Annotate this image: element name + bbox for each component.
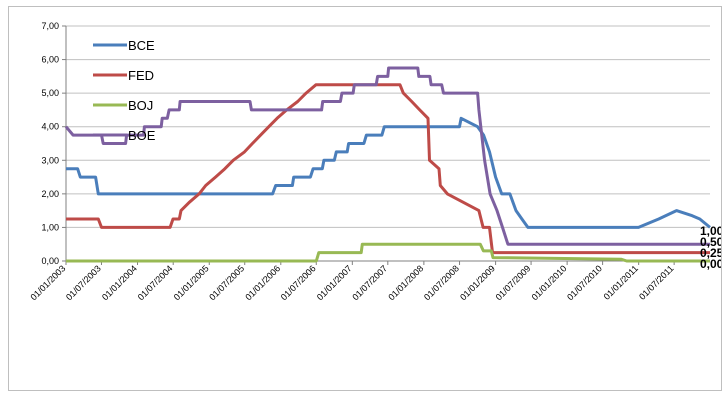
x-tick-label: 01/07/2003	[64, 263, 103, 302]
chart-frame: 0,00 1,00 2,00 3,00 4,00 5,00 6,00 7,00 01/01/20…	[8, 6, 722, 391]
y-tick-label: 6,00	[41, 55, 59, 65]
x-tick-label: 01/01/2004	[100, 263, 139, 302]
legend-layer: BCE FED BOJ BOE	[93, 38, 156, 143]
end-value-label: 0,25	[700, 246, 722, 260]
chart-svg: 0,00 1,00 2,00 3,00 4,00 5,00 6,00 7,00 01/01/20…	[28, 21, 722, 302]
x-tick-label: 01/01/2011	[602, 263, 640, 301]
x-tick-label: 01/01/2003	[28, 263, 67, 302]
x-tick-label: 01/01/2008	[386, 263, 425, 302]
series-line-fed	[66, 83, 710, 255]
y-tick-label: 3,00	[41, 155, 59, 165]
x-tick-label: 01/07/2008	[422, 263, 461, 302]
x-tick-label: 01/07/2004	[136, 263, 175, 302]
x-tick-label: 01/07/2006	[279, 263, 318, 302]
y-tick-label: 5,00	[41, 88, 59, 98]
end-value-label: 1,00	[700, 224, 722, 238]
end-value-label: 0,00	[700, 257, 722, 271]
x-tick-label: 01/07/2005	[207, 263, 246, 302]
x-tick-label: 01/01/2005	[172, 263, 211, 302]
legend-label-boj: BOJ	[128, 98, 153, 113]
grid-layer	[66, 25, 710, 262]
legend-label-bce: BCE	[128, 38, 155, 53]
series-line-bce	[66, 116, 711, 229]
y-tick-label: 1,00	[41, 222, 59, 232]
y-tick-label: 4,00	[41, 122, 59, 132]
x-tick-label: 01/07/2009	[494, 263, 533, 302]
endlabel-layer: 1,000,500,250,00	[700, 224, 722, 271]
legend-label-boe: BOE	[128, 128, 156, 143]
x-tick-label: 01/01/2007	[315, 263, 354, 302]
legend-label-fed: FED	[128, 68, 154, 83]
end-value-label: 0,50	[700, 235, 722, 249]
series-line-boj	[66, 242, 710, 263]
series-line-boe	[64, 66, 710, 246]
x-tick-label: 01/07/2007	[350, 263, 389, 302]
series-layer	[64, 66, 711, 263]
x-tick-label: 01/01/2010	[530, 263, 569, 302]
y-tick-label: 0,00	[41, 256, 59, 266]
x-tick-label: 01/01/2006	[243, 263, 282, 302]
x-tick-label: 01/07/2010	[565, 263, 604, 302]
y-tick-label: 2,00	[41, 189, 59, 199]
x-tick-label: 01/01/2009	[458, 263, 497, 302]
x-tick-label: 01/07/2011	[637, 263, 675, 301]
y-tick-label: 7,00	[41, 21, 59, 31]
